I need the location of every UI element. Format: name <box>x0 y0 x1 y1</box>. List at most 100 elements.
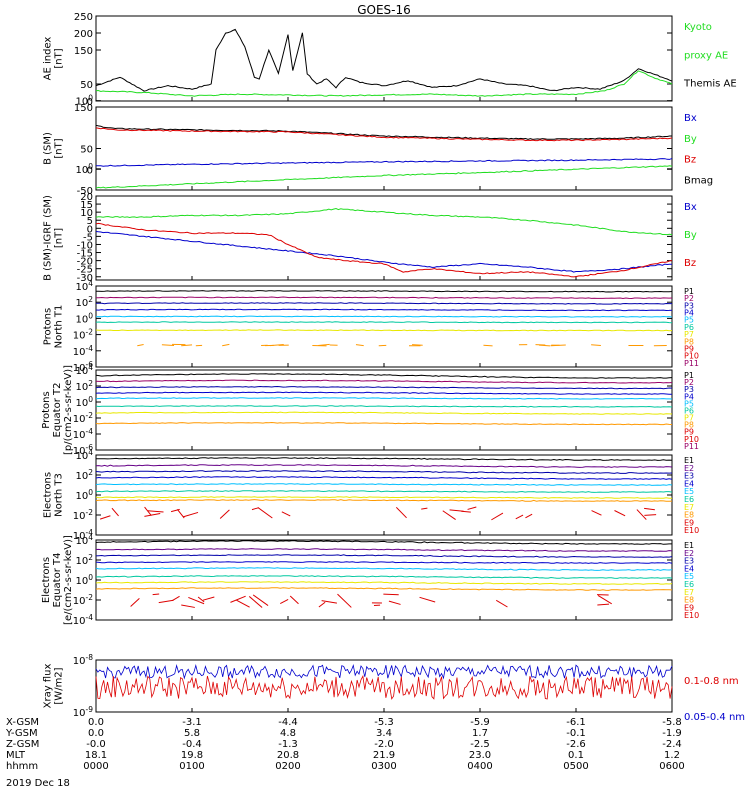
legend-entry: Bz <box>684 155 696 166</box>
series-segment <box>280 599 288 603</box>
series-line <box>96 458 672 461</box>
series-line <box>96 484 672 486</box>
series-segment <box>236 600 249 607</box>
y-tick-label: 50 <box>80 145 93 156</box>
series-line <box>96 412 672 414</box>
footer-value: 0200 <box>275 761 300 772</box>
footer-value: 1.7 <box>472 728 488 739</box>
legend-entry: Themis AE <box>683 79 737 90</box>
series-line <box>96 29 672 91</box>
panel-frame <box>96 16 672 101</box>
series-segment <box>282 512 290 516</box>
y-tick-label: 102 <box>75 295 93 310</box>
y-axis-label: Xray flux <box>43 664 54 709</box>
footer-value: -5.8 <box>662 717 682 728</box>
series-line <box>96 232 672 273</box>
series-segment <box>148 511 164 512</box>
series-segment <box>412 345 423 346</box>
series-segment <box>112 508 119 516</box>
series-line <box>96 223 672 277</box>
footer-value: 0000 <box>83 761 108 772</box>
series-segment <box>450 510 464 511</box>
footer-row-label: MLT <box>6 750 26 761</box>
series-segment <box>591 345 601 346</box>
series-line <box>96 316 672 317</box>
series-segment <box>144 514 160 517</box>
series-segment <box>249 596 262 607</box>
series-line <box>96 477 672 480</box>
legend-entry: E10 <box>684 526 699 535</box>
footer-value: 0500 <box>563 761 588 772</box>
footer-value: -3.1 <box>182 717 202 728</box>
series-line <box>96 158 672 166</box>
plot-title: GOES-16 <box>357 3 411 17</box>
footer-value: -4.4 <box>278 717 298 728</box>
legend-entry: E10 <box>684 611 699 620</box>
series-line <box>96 291 672 292</box>
legend-entry: By <box>684 134 697 145</box>
series-line <box>96 549 672 552</box>
legend-entry: Bz <box>684 258 696 269</box>
y-axis-label: [nT] <box>54 228 65 248</box>
footer-value: 0300 <box>371 761 396 772</box>
series-segment <box>421 508 427 509</box>
series-line <box>96 676 672 699</box>
footer-value: -2.5 <box>470 739 490 750</box>
series-line <box>96 303 672 304</box>
legend-entry: Bx <box>684 202 697 213</box>
y-tick-label: 102 <box>75 553 93 568</box>
panel-frame <box>96 660 672 712</box>
series-segment <box>258 507 273 518</box>
series-segment <box>222 344 229 345</box>
y-tick-label: 250 <box>74 12 93 23</box>
series-line <box>96 322 672 323</box>
y-axis-label: Equator T2 <box>52 383 63 438</box>
series-line <box>96 465 672 468</box>
y-axis-label: Protons <box>41 391 52 428</box>
y-axis-label: B (SM) <box>43 132 54 165</box>
y-tick-label: 10-4 <box>73 613 93 628</box>
footer-row-label: Y-GSM <box>5 728 38 739</box>
panel-frame <box>96 196 672 280</box>
series-segment <box>383 594 398 595</box>
footer-value: -1.9 <box>662 728 682 739</box>
series-segment <box>100 516 110 519</box>
footer-value: -0.1 <box>566 728 586 739</box>
y-axis-label: Electrons <box>43 472 54 518</box>
footer-value: 0400 <box>467 761 492 772</box>
series-line <box>96 500 672 502</box>
series-segment <box>483 345 492 346</box>
series-segment <box>592 511 602 516</box>
y-tick-label: 100 <box>75 488 93 503</box>
footer-value: -5.3 <box>374 717 394 728</box>
series-segment <box>252 508 258 510</box>
panel-frame <box>96 540 672 620</box>
series-line <box>96 166 672 188</box>
legend-entry: Kyoto <box>684 22 712 33</box>
y-tick-label: 10-2 <box>73 508 93 523</box>
series-segment <box>356 345 364 346</box>
legend-entry: 0.1-0.8 nm <box>684 676 739 687</box>
footer-value: -2.6 <box>566 739 586 750</box>
series-line <box>96 374 672 379</box>
series-segment <box>162 345 174 346</box>
series-line <box>96 309 672 310</box>
series-segment <box>183 512 198 516</box>
footer-value: -2.0 <box>374 739 394 750</box>
series-segment <box>131 598 140 606</box>
footer-value: 4.8 <box>280 728 296 739</box>
y-tick-label: 10-2 <box>73 593 93 608</box>
series-segment <box>644 508 655 509</box>
legend-entry: 0.05-0.4 nm <box>684 712 745 723</box>
series-segment <box>644 515 656 516</box>
footer-value: -0.0 <box>86 739 106 750</box>
series-segment <box>181 605 195 607</box>
legend-entry: P11 <box>684 359 699 368</box>
series-line <box>96 392 672 394</box>
y-axis-label: Electrons <box>41 557 52 603</box>
